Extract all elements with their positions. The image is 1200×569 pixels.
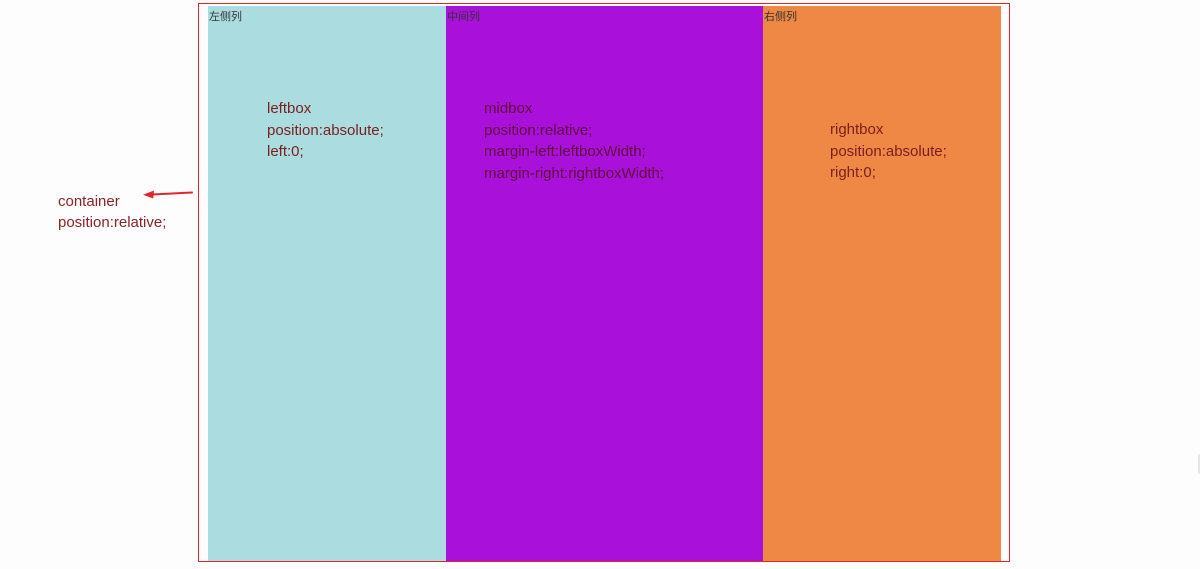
middle-column-title: 中间列 (447, 10, 480, 23)
middle-column-line: midbox (484, 100, 533, 117)
container-box: 左侧列 leftbox position:absolute; left:0; 中… (198, 3, 1010, 562)
right-column: 右侧列 rightbox position:absolute; right:0; (763, 6, 1001, 561)
left-column-line: left:0; (267, 143, 304, 160)
left-column-line: position:absolute; (267, 121, 384, 139)
scroll-edge-indicator (1198, 454, 1200, 474)
left-column: 左侧列 leftbox position:absolute; left:0; (208, 6, 446, 561)
left-column-line: leftbox (267, 100, 312, 117)
middle-column-line: position:relative; (484, 121, 593, 139)
right-column-notes: rightbox position:absolute; right:0; (830, 119, 947, 184)
middle-column-line: margin-right:rightboxWidth; (484, 164, 665, 182)
container-annotation-rule: position:relative; (58, 214, 167, 231)
right-column-line: right:0; (830, 164, 876, 181)
middle-column-line: margin-left:leftboxWidth; (484, 143, 646, 160)
middle-column: 中间列 midbox position:relative; margin-lef… (446, 6, 763, 561)
right-column-line: rightbox (830, 121, 884, 138)
container-annotation-name: container (58, 193, 120, 210)
left-column-title: 左侧列 (209, 10, 242, 23)
right-column-title: 右侧列 (764, 10, 797, 23)
container-annotation: container position:relative; (58, 191, 166, 233)
left-column-notes: leftbox position:absolute; left:0; (267, 98, 384, 163)
arrow-left-icon (143, 190, 193, 199)
middle-column-notes: midbox position:relative; margin-left:le… (484, 98, 664, 184)
right-column-line: position:absolute; (830, 142, 947, 160)
